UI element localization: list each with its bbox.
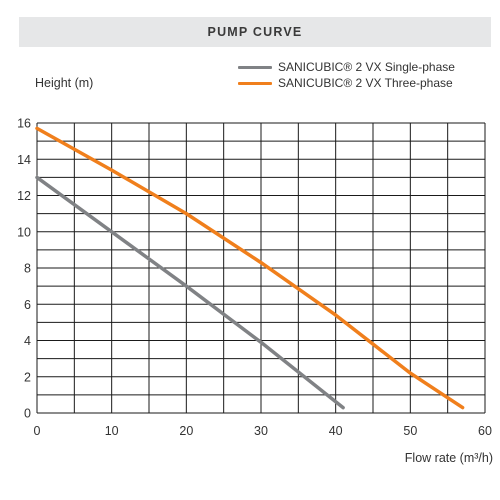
y-tick-label: 0: [24, 407, 31, 421]
grid: [36, 122, 486, 414]
y-tick-label: 16: [17, 117, 31, 131]
y-tick-label: 6: [24, 298, 31, 312]
x-tick-label: 50: [403, 424, 417, 438]
series-line-three-phase: [35, 126, 465, 410]
tick-labels: 0 2 4 6 8 10 12 14 16 0 10 20 30 40 50 60: [17, 117, 492, 439]
y-tick-label: 8: [24, 262, 31, 276]
legend-item-three-phase: SANICUBIC® 2 VX Three-phase: [238, 75, 455, 91]
legend-item-single-phase: SANICUBIC® 2 VX Single-phase: [238, 59, 455, 75]
x-tick-label: 40: [329, 424, 343, 438]
legend-swatch-three-phase: [238, 81, 272, 85]
y-tick-label: 14: [17, 153, 31, 167]
y-axis-label: Height (m): [35, 76, 93, 90]
series-lines: [35, 126, 465, 410]
x-tick-label: 20: [179, 424, 193, 438]
x-tick-label: 0: [34, 424, 41, 438]
y-tick-label: 12: [17, 189, 31, 203]
x-tick-label: 10: [105, 424, 119, 438]
legend-swatch-single-phase: [238, 65, 272, 69]
y-tick-label: 10: [17, 225, 31, 239]
chart-title: PUMP CURVE: [207, 25, 303, 39]
title-bar: PUMP CURVE: [19, 17, 491, 47]
y-tick-label: 2: [24, 370, 31, 384]
y-tick-label: 4: [24, 334, 31, 348]
series-line-single-phase: [35, 175, 345, 410]
legend-label-three-phase: SANICUBIC® 2 VX Three-phase: [278, 76, 453, 90]
x-axis-label: Flow rate (m³/h): [405, 451, 493, 465]
x-tick-label: 60: [478, 424, 492, 438]
legend: SANICUBIC® 2 VX Single-phase SANICUBIC® …: [238, 59, 455, 91]
x-tick-label: 30: [254, 424, 268, 438]
legend-label-single-phase: SANICUBIC® 2 VX Single-phase: [278, 60, 455, 74]
